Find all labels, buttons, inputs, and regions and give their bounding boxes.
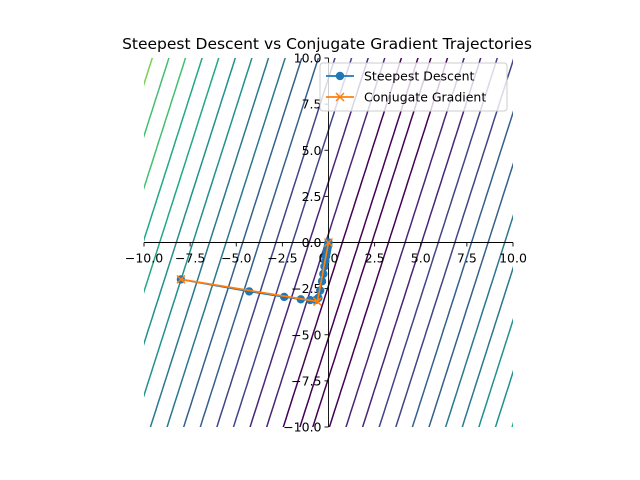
- y-tick-label: 5.0: [302, 143, 322, 158]
- x-tick-label: −5.0: [221, 251, 251, 266]
- marker-stroke: [323, 237, 334, 248]
- contour-line-14-left: [144, 58, 203, 243]
- legend-box: [319, 62, 508, 112]
- x-tick-label: 7.5: [457, 251, 477, 266]
- y-tick-label: −10.0: [283, 420, 321, 435]
- legend-label-1: Conjugate Gradient: [364, 90, 486, 105]
- marker-stroke: [176, 274, 186, 284]
- legend-marker-x: [335, 92, 345, 102]
- y-tick-label: 2.5: [302, 189, 322, 204]
- conjugate-gradient-point: [312, 297, 322, 307]
- contour-line-15-left: [144, 58, 187, 191]
- legend-label-0: Steepest Descent: [364, 69, 475, 84]
- y-tick-label: 0.0: [302, 235, 322, 250]
- conjugate-gradient-point: [176, 274, 186, 284]
- series-layer: [176, 237, 334, 307]
- marker-stroke: [312, 297, 322, 307]
- contour-line-16-left: [144, 58, 170, 139]
- x-tick-label: −7.5: [175, 251, 205, 266]
- x-tick-label: 10.0: [499, 251, 527, 266]
- axes: −10.0 −7.5 −5.0 −2.5 0.0 2.5 5.0 7.5 10.0 −10.0 −7…: [125, 51, 527, 435]
- y-tick-label: 10.0: [294, 51, 322, 66]
- y-tick-label: 7.5: [302, 97, 322, 112]
- legend-marker-circle: [335, 71, 345, 81]
- contour-line-10-right: [461, 265, 513, 427]
- x-tick-label: 5.0: [411, 251, 431, 266]
- contour-line-11-right: [478, 317, 513, 427]
- y-tick-label: −5.0: [291, 327, 321, 342]
- conjugate-gradient-point: [323, 237, 334, 248]
- contour-line-12-right: [494, 369, 513, 427]
- y-tick-label: −2.5: [291, 281, 321, 296]
- x-tick-label: 2.5: [365, 251, 385, 266]
- x-tick-label: −2.5: [267, 251, 297, 266]
- chart-title: Steepest Descent vs Conjugate Gradient T…: [122, 35, 532, 53]
- y-tick-label: −7.5: [291, 373, 321, 388]
- x-tick-label: −10.0: [125, 251, 163, 266]
- legend: Steepest Descent Conjugate Gradient: [319, 62, 508, 112]
